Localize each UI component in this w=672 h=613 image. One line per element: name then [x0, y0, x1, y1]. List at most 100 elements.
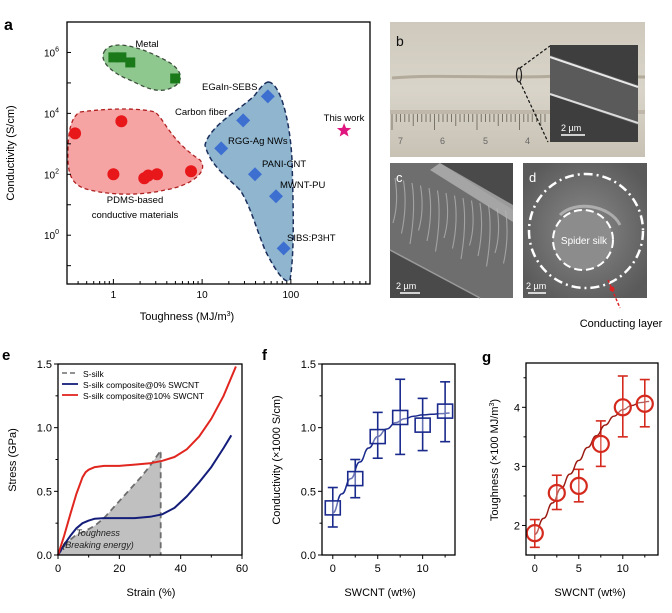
y-tick-label: 104: [44, 107, 59, 120]
wrinkles: [392, 177, 508, 267]
y-title-g-end: ): [489, 399, 501, 403]
y-tick-label: 0.0: [37, 550, 52, 562]
pdms-marker: [142, 169, 155, 182]
fit-curve: [534, 400, 650, 536]
callout-arrow: [607, 279, 621, 309]
plot-f: 0 5 10 0.0 0.5 1.0 1.5: [301, 359, 456, 575]
x-tick-label: 20: [113, 563, 125, 575]
y-tick-label: 1.0: [301, 423, 316, 435]
data-marker-circle: [569, 476, 588, 495]
series-10-swcnt: [57, 366, 237, 556]
legend-label-0-swcnt: S-silk composite@0% SWCNT: [83, 380, 199, 390]
panel-label-e: e: [2, 347, 10, 364]
fiber-marker: [260, 89, 275, 104]
panel-b: 7 6 5 4 2 µm b: [390, 22, 646, 157]
sheath-highlight: [558, 204, 622, 226]
scale-label-c: 2 µm: [396, 281, 416, 291]
data-marker-circle: [635, 394, 654, 413]
y-axis-title-e: Stress (GPa): [7, 428, 19, 492]
wrinkle: [443, 192, 449, 239]
wrinkle: [409, 182, 415, 245]
wrinkle: [468, 200, 474, 246]
panel-g: g 0 5 10 2 3 4 SWCNT (wt%) Toughness (×100 MJ…: [482, 349, 659, 599]
x-title-a-text: Toughness (MJ/m: [140, 311, 227, 323]
plot-frame: [321, 363, 456, 556]
ruler-edge: [390, 110, 645, 114]
data-marker-square: [414, 417, 431, 433]
metal-region: [102, 44, 182, 91]
fiber-edge-bottom: [549, 93, 639, 124]
wrinkle: [392, 177, 398, 224]
panel-label-b: b: [396, 33, 404, 49]
label-pdms-line1: PDMS-based: [107, 195, 164, 206]
label-spider-silk: Spider silk: [561, 236, 608, 247]
zoom-marker-ellipse: [515, 67, 523, 83]
scale-label-d: 2 µm: [526, 281, 546, 291]
wrinkle: [485, 205, 491, 267]
pdms-marker: [107, 168, 120, 181]
legend-label-10-swcnt: S-silk composite@10% SWCNT: [83, 391, 204, 401]
plot-e: 0 20 40 60 0.0 0.5 1.0 1.5: [37, 359, 248, 575]
wrinkle: [451, 195, 457, 249]
x-title-a-sup: 3: [227, 311, 231, 318]
y-tick-label: 0.0: [301, 550, 316, 562]
plot-g: 0 5 10 2 3 4: [514, 362, 659, 575]
x-tick-label: 100: [283, 290, 300, 301]
data-marker-circle: [591, 434, 610, 454]
pdms-marker: [69, 127, 82, 140]
y-tick-label: 1.5: [301, 359, 316, 371]
ruler-number-7: 7: [398, 136, 403, 146]
panel-c: c 2 µm: [389, 163, 513, 299]
pdms-region: [67, 108, 204, 195]
metal-marker: [170, 73, 181, 84]
wrinkle: [502, 210, 508, 264]
series-s-silk: [57, 447, 162, 556]
wrinkle: [417, 185, 423, 231]
label-egain-sebs: EGaIn-SEBS: [202, 82, 257, 93]
y-tick-exponent: 2: [55, 168, 59, 175]
x-tick-label: 0: [330, 563, 336, 575]
fiber-marker: [268, 189, 283, 204]
a-annotations: Metal PDMS-based conductive materials Th…: [92, 39, 365, 244]
ruler-number-6: 6: [440, 136, 445, 146]
y-tick-exponent: 0: [55, 229, 59, 236]
callout-dot: [609, 286, 615, 292]
pdms-marker: [185, 165, 198, 178]
y-tick-label: 4: [514, 402, 520, 414]
fiber-marker: [276, 241, 291, 256]
y-title-g-sup: 3: [489, 402, 496, 406]
x-tick-label: 0: [532, 563, 538, 575]
wrinkle: [426, 187, 432, 242]
y-axis-title-a: Conductivity (S/cm): [5, 105, 17, 200]
x-tick-label: 0: [55, 563, 61, 575]
x-axis-title-g: SWCNT (wt%): [554, 587, 625, 599]
y-tick-label: 1.5: [37, 359, 52, 371]
data-marker-square: [391, 409, 409, 426]
data-marker-circle: [547, 483, 566, 503]
y-tick-label: 2: [514, 520, 520, 532]
label-this-work: This work: [324, 113, 365, 124]
panel-label-f: f: [262, 347, 268, 364]
zoom-line-bottom: [519, 81, 549, 143]
fiber-edge-top: [549, 56, 639, 88]
toughness-label-line2: (Breaking energy): [62, 540, 134, 550]
fit-curve: [332, 412, 450, 514]
fiber-marker: [236, 113, 251, 128]
zoom-line-top: [519, 45, 551, 69]
panel-label-g: g: [482, 349, 491, 366]
y-tick-label: 0.5: [301, 486, 316, 498]
x-tick-label: 10: [197, 290, 209, 301]
pdms-marker: [150, 168, 163, 181]
x-tick-label: 10: [417, 563, 429, 575]
panel-f: f 0 5 10 0.0 0.5 1.0 1.5 SWCNT (wt%) Conductiv…: [262, 347, 456, 599]
toughness-shaded-area: [58, 450, 161, 555]
region-shapes: [67, 44, 294, 282]
y-tick-base: 10: [44, 170, 56, 181]
metal-marker: [116, 52, 127, 63]
y-tick-label: 106: [44, 46, 59, 59]
legend-e: S-silk S-silk composite@0% SWCNT S-silk …: [62, 369, 204, 401]
label-pdms-line2: conductive materials: [92, 210, 179, 221]
plot-frame: [525, 362, 659, 556]
